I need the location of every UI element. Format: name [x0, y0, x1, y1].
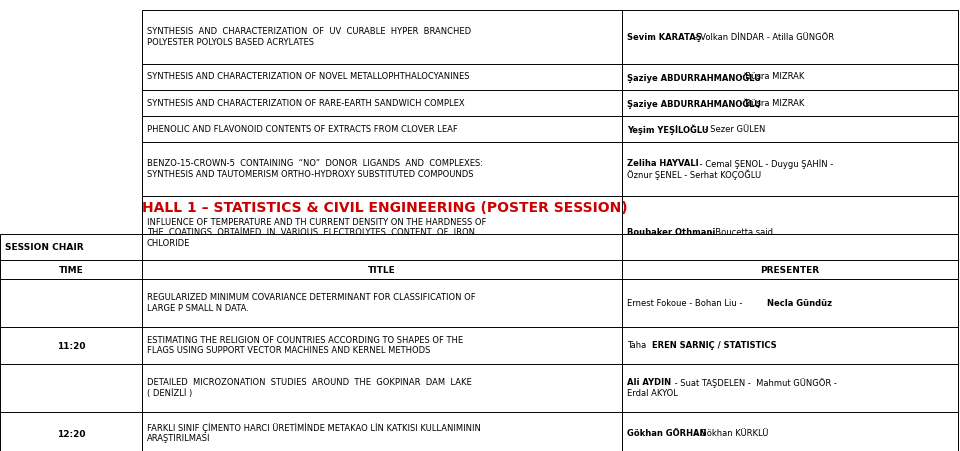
Text: Ali AYDIN: Ali AYDIN	[627, 377, 671, 386]
Text: TIME: TIME	[59, 266, 84, 274]
Text: HALL 1 – STATISTICS & CIVIL ENGINEERING (POSTER SESSION): HALL 1 – STATISTICS & CIVIL ENGINEERING …	[142, 201, 628, 215]
Text: - Cemal ŞENOL - Duygu ŞAHİN -: - Cemal ŞENOL - Duygu ŞAHİN -	[697, 159, 833, 169]
Text: SYNTHESIS AND CHARACTERIZATION OF RARE-EARTH SANDWICH COMPLEX: SYNTHESIS AND CHARACTERIZATION OF RARE-E…	[147, 98, 465, 107]
Text: Öznur ŞENEL - Serhat KOÇOĞLU: Öznur ŞENEL - Serhat KOÇOĞLU	[627, 170, 761, 180]
Text: Zeliha HAYVALI: Zeliha HAYVALI	[627, 159, 699, 168]
Text: - Volkan DİNDAR - Atilla GÜNGÖR: - Volkan DİNDAR - Atilla GÜNGÖR	[692, 32, 834, 41]
Text: - Sezer GÜLEN: - Sezer GÜLEN	[702, 124, 765, 133]
Text: Necla Gündüz: Necla Gündüz	[767, 298, 832, 307]
Text: - Gökhan KÜRKLÜ: - Gökhan KÜRKLÜ	[692, 428, 768, 437]
Text: Yeşim YEŞİLOĞLU: Yeşim YEŞİLOĞLU	[627, 124, 708, 135]
Text: ( DENİZLİ ): ( DENİZLİ )	[147, 388, 192, 397]
Text: Gökhan GÖRHAN: Gökhan GÖRHAN	[627, 428, 707, 437]
Text: FARKLI SINIF ÇİMENTO HARCI ÜRETİMİNDE METAKAO LİN KATKISI KULLANIMININ: FARKLI SINIF ÇİMENTO HARCI ÜRETİMİNDE ME…	[147, 423, 481, 432]
Text: THE  COATINGS  OBTAİMED  IN  VARIOUS  ELECTROLYTES  CONTENT  OF  IRON: THE COATINGS OBTAİMED IN VARIOUS ELECTRO…	[147, 228, 475, 237]
Text: CHLORIDE: CHLORIDE	[147, 239, 190, 248]
Text: - Suat TAŞDELEN -  Mahmut GÜNGÖR -: - Suat TAŞDELEN - Mahmut GÜNGÖR -	[672, 377, 837, 387]
Text: EREN SARNIÇ / STATISTICS: EREN SARNIÇ / STATISTICS	[652, 341, 777, 349]
Text: REGULARIZED MINIMUM COVARIANCE DETERMINANT FOR CLASSIFICATION OF: REGULARIZED MINIMUM COVARIANCE DETERMINA…	[147, 293, 475, 301]
Text: Erdal AKYOL: Erdal AKYOL	[627, 388, 678, 397]
Text: PHENOLIC AND FLAVONOID CONTENTS OF EXTRACTS FROM CLOVER LEAF: PHENOLIC AND FLAVONOID CONTENTS OF EXTRA…	[147, 124, 458, 133]
Text: Sevim KARATAŞ: Sevim KARATAŞ	[627, 32, 702, 41]
Bar	[0, 235, 958, 451]
Text: SYNTHESIS AND TAUTOMERISM ORTHO-HYDROXY SUBSTITUTED COMPOUNDS: SYNTHESIS AND TAUTOMERISM ORTHO-HYDROXY …	[147, 170, 473, 179]
Text: LARGE P SMALL N DATA.: LARGE P SMALL N DATA.	[147, 303, 249, 312]
Text: POLYESTER POLYOLS BASED ACRYLATES: POLYESTER POLYOLS BASED ACRYLATES	[147, 38, 314, 47]
Text: BENZO-15-CROWN-5  CONTAINING  “NO”  DONOR  LIGANDS  AND  COMPLEXES:: BENZO-15-CROWN-5 CONTAINING “NO” DONOR L…	[147, 159, 483, 168]
Bar	[142, 11, 958, 271]
Text: PRESENTER: PRESENTER	[760, 266, 820, 274]
Text: - Büşra MIZRAK: - Büşra MIZRAK	[737, 72, 804, 81]
Text: Ernest Fokoue - Bohan Liu -: Ernest Fokoue - Bohan Liu -	[627, 298, 745, 307]
Text: DETAILED  MICROZONATION  STUDIES  AROUND  THE  GOKPINAR  DAM  LAKE: DETAILED MICROZONATION STUDIES AROUND TH…	[147, 377, 471, 386]
Text: SYNTHESIS AND CHARACTERIZATION OF NOVEL METALLOPHTHALOCYANINES: SYNTHESIS AND CHARACTERIZATION OF NOVEL …	[147, 72, 469, 81]
Text: Şaziye ABDURRAHMANОĞLU: Şaziye ABDURRAHMANОĞLU	[627, 72, 761, 83]
Text: TITLE: TITLE	[369, 266, 396, 274]
Text: FLAGS USING SUPPORT VECTOR MACHINES AND KERNEL METHODS: FLAGS USING SUPPORT VECTOR MACHINES AND …	[147, 345, 430, 354]
Text: SYNTHESIS  AND  CHARACTERIZATION  OF  UV  CURABLE  HYPER  BRANCHED: SYNTHESIS AND CHARACTERIZATION OF UV CUR…	[147, 27, 471, 36]
Text: INFLUENCE OF TEMPERATURE AND TH CURRENT DENSITY ON THE HARDNESS OF: INFLUENCE OF TEMPERATURE AND TH CURRENT …	[147, 217, 487, 226]
Text: Boubaker Othmani: Boubaker Othmani	[627, 228, 715, 237]
Text: SESSION CHAIR: SESSION CHAIR	[5, 243, 84, 252]
Text: - Büşra MIZRAK: - Büşra MIZRAK	[737, 98, 804, 107]
Text: 12:20: 12:20	[57, 429, 85, 437]
Text: Şaziye ABDURRAHMANОĞLU: Şaziye ABDURRAHMANОĞLU	[627, 98, 761, 109]
Text: - Boucetta said: - Boucetta said	[707, 228, 773, 237]
Text: 11:20: 11:20	[57, 341, 85, 350]
Text: ESTIMATING THE RELIGION OF COUNTRIES ACCORDING TO SHAPES OF THE: ESTIMATING THE RELIGION OF COUNTRIES ACC…	[147, 335, 463, 344]
Text: ARAŞTIRILMASI: ARAŞTIRILMASI	[147, 433, 210, 442]
Text: Taha: Taha	[627, 341, 649, 349]
